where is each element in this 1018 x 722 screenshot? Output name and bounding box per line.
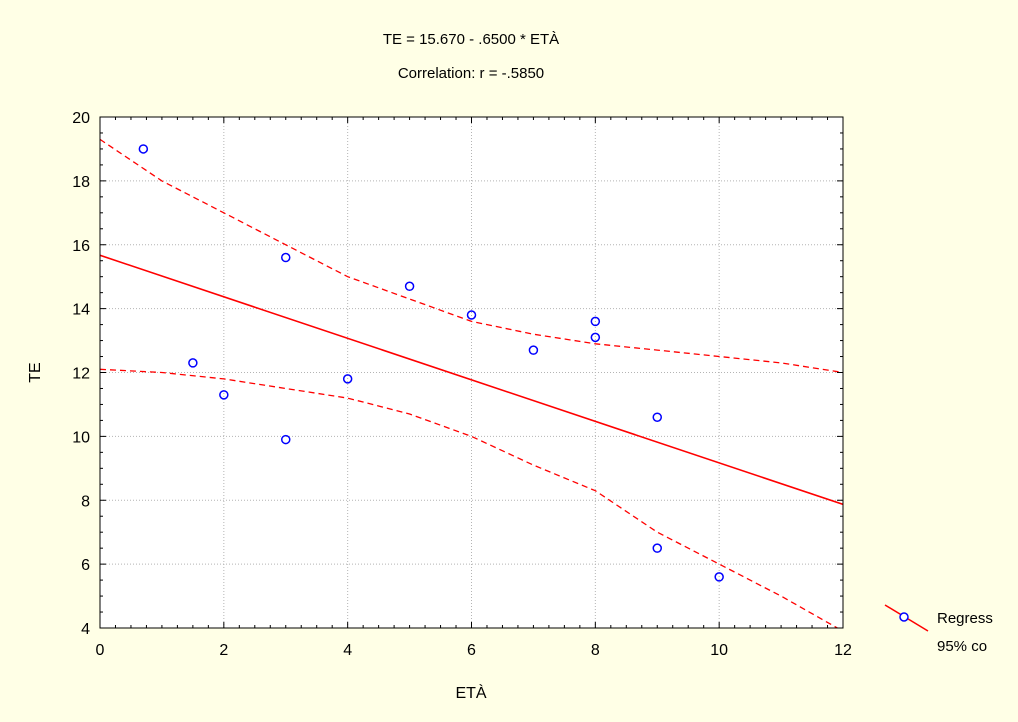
y-tick-label: 12 [72, 366, 90, 383]
x-tick-label: 10 [710, 642, 728, 659]
y-tick-label: 10 [72, 429, 90, 446]
grid-lines [100, 117, 843, 628]
data-point [404, 281, 415, 292]
legend-marker [899, 612, 909, 622]
x-tick-label: 2 [219, 642, 228, 659]
x-tick-label: 12 [834, 642, 852, 659]
y-tick-label: 20 [72, 110, 90, 127]
data-point [281, 252, 291, 263]
y-tick-label: 6 [81, 557, 90, 574]
data-point [138, 144, 149, 154]
legend-entry-confidence: 95% co [937, 638, 987, 655]
y-tick-label: 8 [81, 493, 90, 510]
y-tick-labels: 4 6 8 10 12 14 16 18 20 [72, 110, 90, 638]
y-tick-label: 4 [81, 621, 90, 638]
y-tick-label: 16 [72, 238, 90, 255]
axis-ticks [99, 116, 844, 629]
regression-layer [100, 254, 843, 506]
y-tick-label: 14 [72, 302, 90, 319]
x-tick-labels: 0 2 4 6 8 10 12 [96, 642, 852, 659]
data-point [219, 390, 229, 400]
y-axis-label: TE [27, 362, 44, 382]
x-tick-label: 4 [343, 642, 352, 659]
data-point [281, 434, 291, 445]
legend: Regress 95% co [884, 604, 993, 655]
data-point [590, 316, 601, 327]
confidence-lower-line [100, 368, 839, 628]
chart-subtitle: Correlation: r = -.5850 [398, 65, 544, 82]
data-point [652, 412, 662, 422]
regression-line [100, 254, 843, 506]
x-axis-label: ETÀ [455, 683, 486, 702]
legend-entry-regression: Regress [937, 610, 993, 627]
data-point [466, 310, 477, 320]
data-point [652, 543, 662, 553]
confidence-bands [100, 138, 843, 628]
x-tick-label: 0 [96, 642, 105, 659]
data-point [188, 358, 198, 368]
chart-title: TE = 15.670 - .6500 * ETÀ [383, 31, 559, 48]
y-tick-label: 18 [72, 174, 90, 191]
x-tick-label: 6 [467, 642, 476, 659]
confidence-upper-line [100, 138, 843, 374]
data-point [528, 345, 539, 355]
data-point [342, 374, 353, 384]
data-points [138, 144, 724, 582]
data-point [590, 332, 601, 343]
data-point [714, 572, 724, 582]
x-tick-label: 8 [591, 642, 600, 659]
